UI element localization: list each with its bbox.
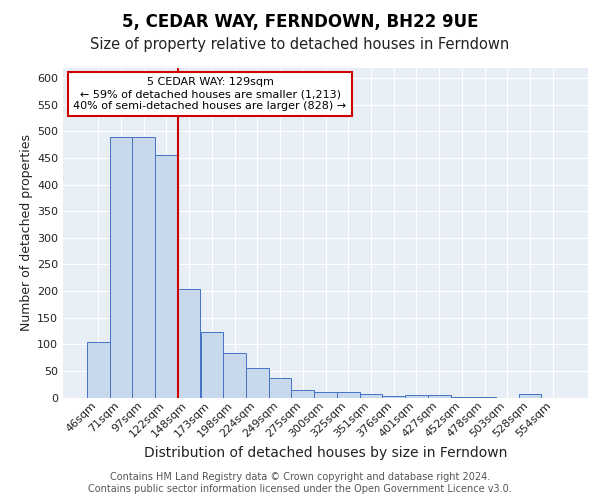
Bar	[518, 394, 541, 398]
Bar	[178, 290, 200, 398]
Bar	[451, 397, 473, 398]
Bar	[382, 396, 405, 398]
Bar	[269, 378, 292, 398]
Bar	[155, 156, 178, 398]
Bar	[110, 136, 133, 398]
Y-axis label: Number of detached properties: Number of detached properties	[20, 134, 33, 331]
Bar	[223, 354, 246, 398]
Bar	[133, 136, 155, 398]
Bar	[473, 397, 496, 398]
Text: Size of property relative to detached houses in Ferndown: Size of property relative to detached ho…	[91, 38, 509, 52]
Bar	[314, 392, 337, 398]
Bar	[292, 390, 314, 398]
Text: 5, CEDAR WAY, FERNDOWN, BH22 9UE: 5, CEDAR WAY, FERNDOWN, BH22 9UE	[122, 12, 478, 30]
X-axis label: Distribution of detached houses by size in Ferndown: Distribution of detached houses by size …	[144, 446, 507, 460]
Bar	[337, 392, 359, 398]
Bar	[428, 395, 451, 398]
Bar	[200, 332, 223, 398]
Text: Contains HM Land Registry data © Crown copyright and database right 2024.
Contai: Contains HM Land Registry data © Crown c…	[88, 472, 512, 494]
Bar	[359, 394, 382, 398]
Bar	[87, 342, 110, 398]
Bar	[246, 368, 269, 398]
Bar	[405, 395, 428, 398]
Text: 5 CEDAR WAY: 129sqm
← 59% of detached houses are smaller (1,213)
40% of semi-det: 5 CEDAR WAY: 129sqm ← 59% of detached ho…	[73, 78, 347, 110]
